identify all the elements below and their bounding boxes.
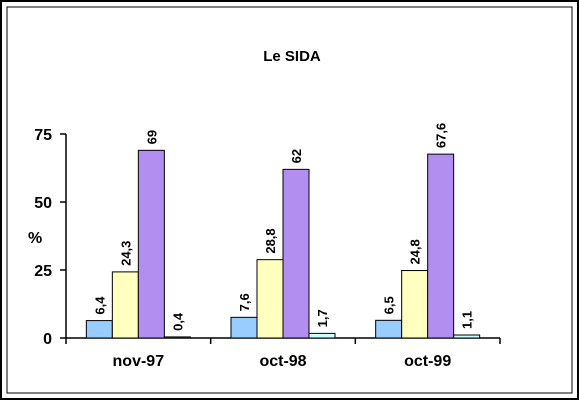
data-label: 7,6 (237, 293, 252, 311)
data-label: 1,7 (315, 309, 330, 327)
value-labels: 6,4 24,3 69 0,4 7,6 28,8 62 1,7 6,5 24,8 67,6 1,1 (92, 123, 474, 331)
x-tick-label: oct-99 (404, 353, 451, 370)
data-label: 28,8 (263, 228, 278, 253)
bar (137, 149, 165, 339)
data-label: 24,8 (408, 239, 423, 264)
y-axis-label: % (28, 230, 42, 247)
inner-border (6, 6, 573, 394)
data-label: 24,3 (118, 241, 133, 266)
x-tick-labels: nov-97 oct-98 oct-99 (113, 353, 452, 370)
bar (163, 336, 191, 339)
chart-title: Le SIDA (263, 48, 321, 65)
y-tick-label: 25 (34, 263, 52, 280)
x-tick-label: nov-97 (113, 353, 165, 370)
bar (427, 153, 455, 339)
bar (401, 270, 429, 339)
data-label: 6,4 (92, 296, 107, 315)
y-tick-label: 75 (34, 127, 52, 144)
y-tick-label: 50 (34, 195, 52, 212)
data-label: 0,4 (170, 312, 185, 331)
data-label: 62 (289, 149, 304, 163)
bar (453, 334, 481, 339)
bar (230, 316, 258, 339)
bar (308, 332, 336, 339)
bar (256, 259, 284, 339)
x-tick-label: oct-98 (259, 353, 306, 370)
bar (85, 320, 113, 339)
data-label: 67,6 (434, 123, 449, 148)
y-tick-labels: 0 25 50 75 (34, 127, 52, 348)
bar (111, 271, 139, 339)
bars (85, 149, 481, 339)
data-label: 69 (144, 130, 159, 144)
data-label: 1,1 (460, 311, 475, 329)
y-tick-label: 0 (43, 331, 52, 348)
bar (375, 319, 403, 339)
data-label: 6,5 (382, 296, 397, 314)
bar (282, 168, 310, 339)
